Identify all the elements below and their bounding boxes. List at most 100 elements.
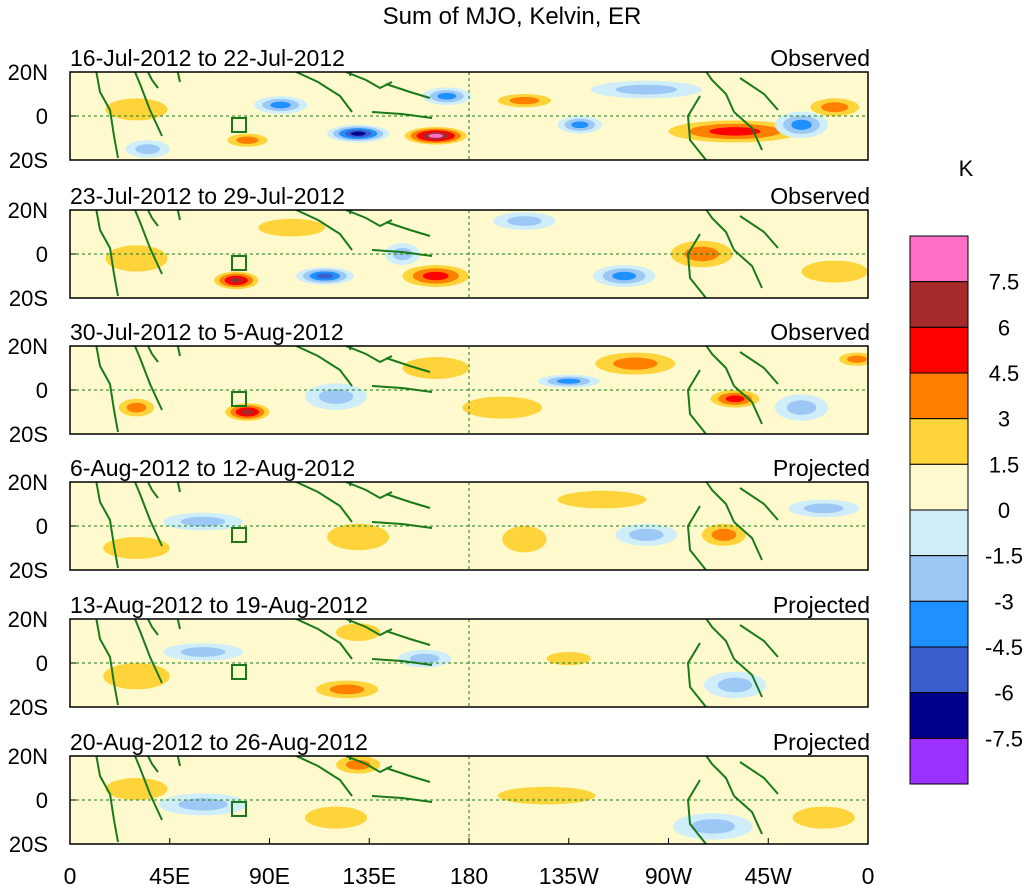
colorbar-swatch bbox=[909, 326, 969, 374]
anomaly-contour bbox=[270, 101, 291, 109]
panel-status: Projected bbox=[773, 592, 870, 618]
anomaly-contour bbox=[847, 355, 867, 363]
anomaly-contour bbox=[613, 357, 658, 370]
anomaly-contour bbox=[229, 277, 243, 283]
anomaly-contour bbox=[126, 402, 147, 413]
panel-status: Observed bbox=[770, 319, 870, 345]
colorbar-swatch bbox=[909, 281, 969, 328]
anomaly-contour bbox=[103, 663, 170, 690]
anomaly-contour bbox=[791, 119, 812, 130]
colorbar-label: -6 bbox=[994, 681, 1014, 706]
x-tick-label: 180 bbox=[450, 863, 488, 889]
colorbar-swatch bbox=[909, 555, 969, 602]
anomaly-contour bbox=[316, 273, 334, 279]
x-tick-label: 45W bbox=[745, 863, 793, 889]
anomaly-contour bbox=[428, 133, 444, 138]
colorbar-label: -1.5 bbox=[985, 544, 1023, 569]
anomaly-contour bbox=[402, 357, 469, 379]
colorbar-swatch bbox=[909, 692, 969, 739]
anomaly-contour bbox=[629, 528, 664, 541]
map-panel: 20N 0 20S 23-Jul-2012 to 29-Jul-2012 Observe… bbox=[8, 183, 870, 311]
y-tick-label: 0 bbox=[36, 514, 48, 539]
colorbar-label: 1.5 bbox=[989, 452, 1020, 477]
panel-period: 6-Aug-2012 to 12-Aug-2012 bbox=[70, 455, 355, 481]
colorbar-label: -7.5 bbox=[985, 726, 1023, 751]
colorbar-swatch bbox=[909, 463, 969, 511]
colorbar-swatch bbox=[909, 509, 969, 557]
anomaly-contour bbox=[786, 400, 817, 415]
anomaly-contour bbox=[546, 652, 591, 666]
anomaly-contour bbox=[497, 786, 596, 805]
y-tick-label: 20S bbox=[9, 148, 48, 173]
anomaly-contour bbox=[240, 409, 254, 415]
y-tick-label: 0 bbox=[36, 651, 48, 676]
y-tick-label: 20N bbox=[8, 607, 48, 632]
anomaly-field bbox=[70, 210, 868, 298]
anomaly-contour bbox=[509, 96, 540, 105]
anomaly-contour bbox=[792, 806, 855, 829]
panel-period: 30-Jul-2012 to 5-Aug-2012 bbox=[70, 319, 344, 345]
anomaly-contour bbox=[178, 798, 228, 811]
y-tick-label: 20N bbox=[8, 60, 48, 85]
anomaly-contour bbox=[105, 98, 168, 121]
anomaly-field bbox=[70, 482, 868, 570]
anomaly-contour bbox=[105, 778, 168, 800]
anomaly-contour bbox=[615, 84, 678, 95]
x-tick-label: 135E bbox=[342, 863, 396, 889]
colorbar-swatch bbox=[909, 235, 969, 283]
anomaly-field bbox=[70, 619, 868, 707]
anomaly-contour bbox=[236, 136, 259, 144]
map-panel: 20N 0 20S 16-Jul-2012 to 22-Jul-2012 Observe… bbox=[8, 45, 870, 173]
panel-status: Projected bbox=[773, 455, 870, 481]
anomaly-contour bbox=[103, 537, 170, 559]
anomaly-contour bbox=[304, 806, 368, 829]
y-tick-label: 20S bbox=[9, 832, 48, 857]
x-tick-label: 90W bbox=[645, 863, 693, 889]
y-tick-label: 20S bbox=[9, 558, 48, 583]
y-tick-label: 20N bbox=[8, 470, 48, 495]
panel-period: 16-Jul-2012 to 22-Jul-2012 bbox=[70, 45, 345, 71]
x-tick-label: 45E bbox=[149, 863, 190, 889]
anomaly-field bbox=[70, 346, 868, 434]
colorbar-label: 7.5 bbox=[989, 270, 1020, 295]
map-panel: 20N 0 20S 20-Aug-2012 to 26-Aug-2012 Project… bbox=[8, 729, 870, 857]
colorbar-swatch bbox=[909, 646, 969, 694]
colorbar-label: 6 bbox=[998, 315, 1010, 340]
anomaly-contour bbox=[258, 218, 325, 237]
x-tick-label: 0 bbox=[862, 863, 875, 889]
colorbar-label: -4.5 bbox=[985, 635, 1023, 660]
panel-period: 23-Jul-2012 to 29-Jul-2012 bbox=[70, 183, 345, 209]
anomaly-contour bbox=[437, 92, 457, 100]
colorbar-swatch bbox=[909, 372, 969, 420]
y-tick-label: 20N bbox=[8, 744, 48, 769]
y-tick-label: 20S bbox=[9, 695, 48, 720]
anomaly-contour bbox=[462, 396, 543, 419]
anomaly-contour bbox=[180, 516, 226, 527]
anomaly-contour bbox=[350, 131, 366, 136]
anomaly-contour bbox=[180, 647, 226, 657]
y-tick-label: 20S bbox=[9, 286, 48, 311]
panel-period: 20-Aug-2012 to 26-Aug-2012 bbox=[70, 729, 368, 755]
anomaly-contour bbox=[801, 260, 868, 283]
panel-period: 13-Aug-2012 to 19-Aug-2012 bbox=[70, 592, 368, 618]
anomaly-contour bbox=[612, 271, 637, 281]
figure-title: Sum of MJO, Kelvin, ER bbox=[383, 3, 642, 30]
colorbar-unit: K bbox=[959, 156, 974, 181]
y-tick-label: 0 bbox=[36, 242, 48, 267]
map-panel: 20N 0 20S 6-Aug-2012 to 12-Aug-2012 Projecte… bbox=[8, 455, 870, 583]
y-tick-label: 20N bbox=[8, 198, 48, 223]
anomaly-contour bbox=[725, 395, 745, 403]
colorbar-label: 3 bbox=[998, 407, 1010, 432]
anomaly-contour bbox=[717, 677, 753, 693]
anomaly-contour bbox=[571, 121, 589, 129]
anomaly-contour bbox=[135, 144, 160, 154]
x-tick-label: 135W bbox=[539, 863, 599, 889]
colorbar-swatch bbox=[909, 737, 969, 785]
anomaly-contour bbox=[690, 819, 735, 834]
map-panel: 20N 0 20S 13-Aug-2012 to 19-Aug-2012 Project… bbox=[8, 592, 870, 720]
anomaly-contour bbox=[422, 271, 449, 281]
anomaly-contour bbox=[556, 378, 581, 384]
anomaly-contour bbox=[711, 528, 737, 541]
y-tick-label: 0 bbox=[36, 378, 48, 403]
